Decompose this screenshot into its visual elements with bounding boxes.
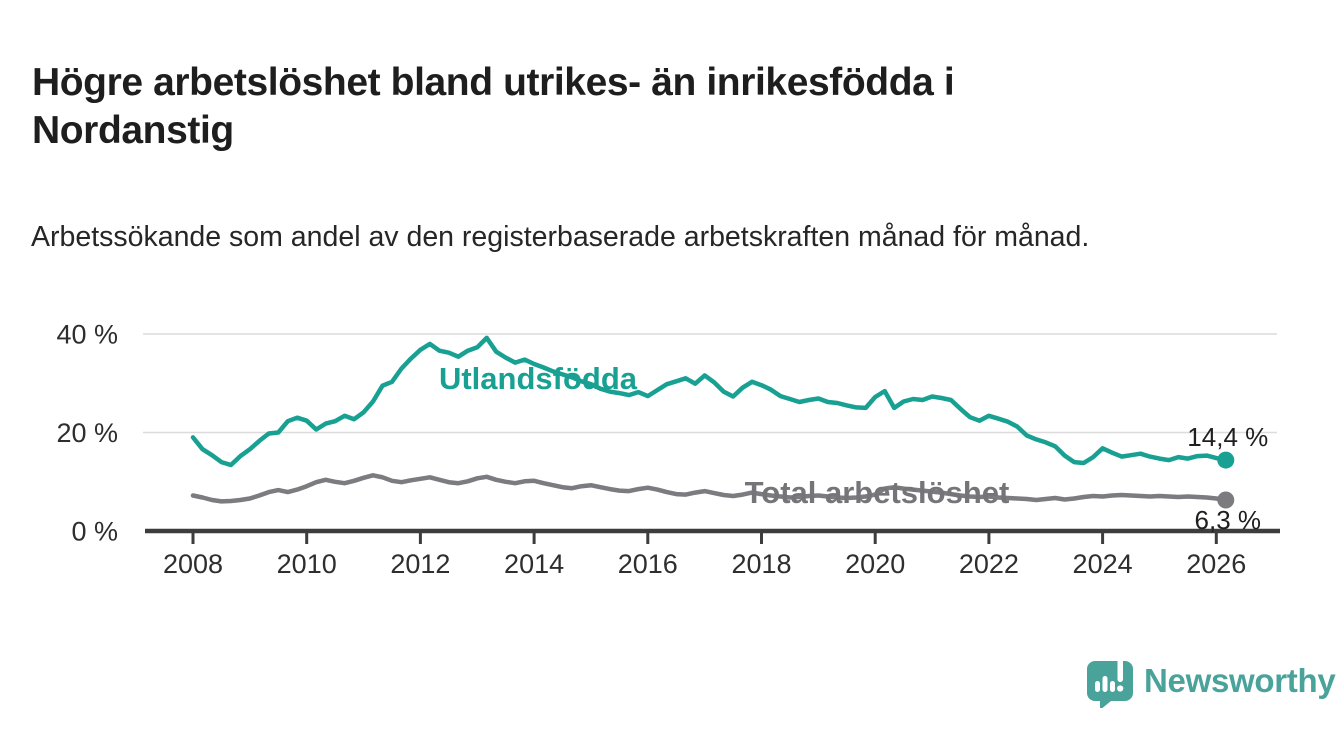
logo-bar-2: [1102, 676, 1108, 692]
series-end-value-label: 14,4 %: [1187, 422, 1268, 452]
logo-bar-1: [1095, 681, 1100, 692]
brand-name: Newsworthy: [1144, 662, 1336, 699]
y-axis-tick-label: 20 %: [56, 418, 118, 448]
chart-subtitle: Arbetssökande som andel av den registerb…: [31, 220, 1090, 253]
logo-exclamation-bar: [1117, 657, 1123, 682]
x-axis-tick-label: 2024: [1073, 549, 1133, 579]
x-axis-tick-label: 2016: [618, 549, 678, 579]
series-line-total-arbetsl-shet: [190, 473, 1229, 504]
bar-chart-speech-bubble-icon: [1087, 657, 1133, 708]
page-title: Högre arbetslöshet bland utrikes- än inr…: [32, 61, 955, 153]
series-end-dot: [1217, 491, 1235, 509]
series-label: Utlandsfödda: [439, 361, 638, 396]
x-axis-tick-label: 2010: [277, 549, 337, 579]
series-end-dot: [1217, 451, 1235, 469]
logo-exclamation-dot: [1117, 685, 1124, 692]
x-axis-tick-label: 2022: [959, 549, 1019, 579]
series-end-value-label: 6,3 %: [1195, 505, 1262, 535]
x-axis-tick-label: 2018: [731, 549, 791, 579]
x-axis-tick-label: 2012: [390, 549, 450, 579]
x-axis-tick-label: 2014: [504, 549, 564, 579]
logo-bar-3: [1110, 681, 1115, 692]
x-axis-tick-label: 2008: [163, 549, 223, 579]
y-axis-tick-label: 0 %: [71, 517, 118, 547]
newsworthy-logo: Newsworthy: [1086, 652, 1336, 710]
x-axis-tick-label: 2020: [845, 549, 905, 579]
series-label: Total arbetslöshet: [745, 475, 1010, 510]
x-axis-tick-label: 2026: [1186, 549, 1246, 579]
y-axis-tick-label: 40 %: [56, 320, 118, 350]
series-line-utlandsf-dda: [190, 335, 1229, 468]
